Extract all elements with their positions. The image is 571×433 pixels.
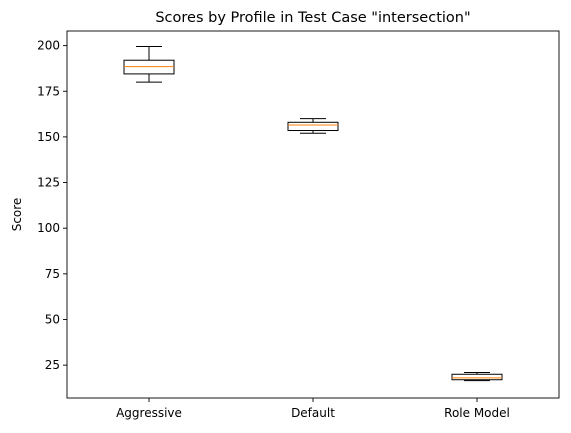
y-tick-label: 150 [37, 130, 60, 144]
y-tick-label: 175 [37, 84, 60, 98]
y-axis-label: Score [10, 198, 24, 232]
y-tick-label: 75 [45, 267, 60, 281]
y-tick-label: 25 [45, 358, 60, 372]
y-tick-label: 200 [37, 39, 60, 53]
axes-frame [66, 30, 560, 399]
x-tick-label: Role Model [444, 406, 510, 420]
box-role-model [451, 373, 503, 381]
y-tick-label: 100 [37, 221, 60, 235]
plot-area: 25 50 75 100 125 150 175 200 Aggressive Default Ro… [37, 30, 560, 420]
box-default [287, 121, 339, 132]
x-tick-label: Aggressive [116, 406, 182, 420]
chart-title: Scores by Profile in Test Case "intersec… [155, 10, 470, 26]
y-tick-label: 50 [45, 312, 60, 326]
y-tick-label: 125 [37, 176, 60, 190]
x-tick-label: Default [291, 406, 335, 420]
